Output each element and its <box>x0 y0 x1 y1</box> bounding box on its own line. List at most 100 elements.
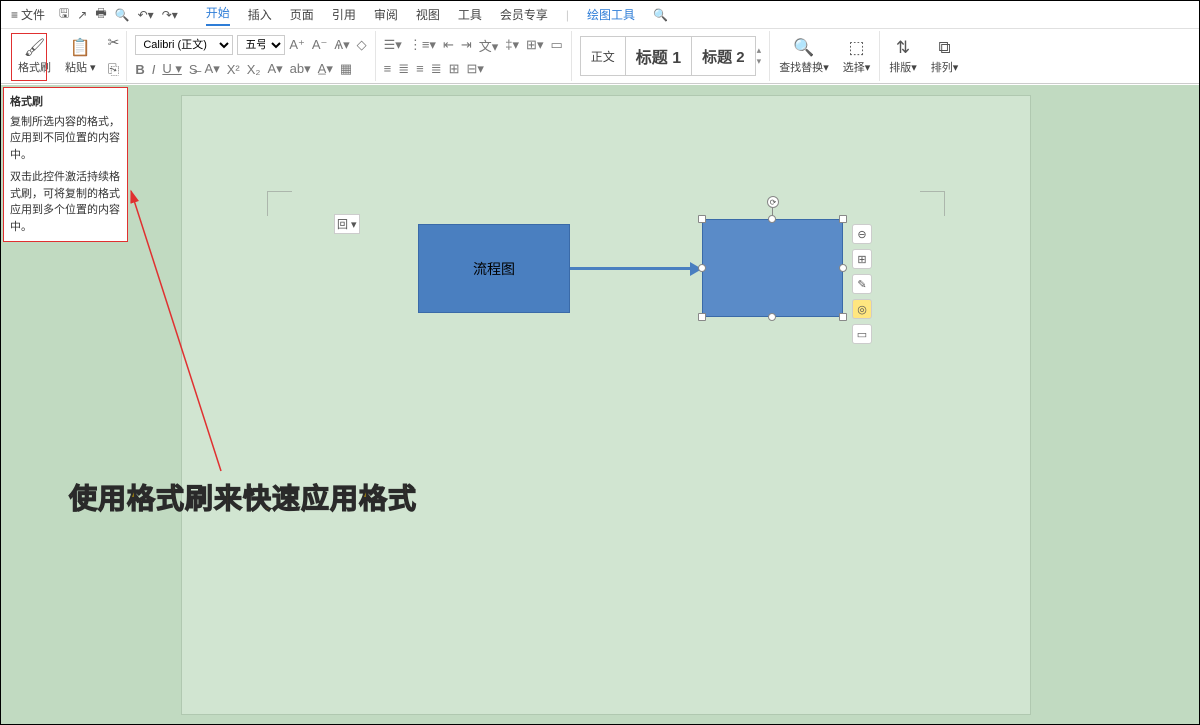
font-color-icon[interactable]: A▾ <box>267 61 282 77</box>
bullets-icon[interactable]: ☰▾ <box>384 37 402 53</box>
paste-icon: 📋 <box>70 38 91 58</box>
flowchart-box-source[interactable]: 流程图 <box>418 224 570 313</box>
numbering-icon[interactable]: ⋮≡▾ <box>409 37 436 53</box>
align-justify-icon[interactable]: ≣ <box>431 61 442 77</box>
shape-options-icon[interactable]: ⊞ <box>852 249 872 269</box>
handle-tl[interactable] <box>698 215 706 223</box>
style-heading2[interactable]: 标题 2 <box>691 36 756 76</box>
bold-icon[interactable]: B <box>135 62 144 77</box>
font-name-select[interactable]: Calibri (正文) <box>135 35 233 55</box>
print-icon[interactable]: 🖶 <box>95 4 106 25</box>
font-row-2: B I U ▾ S̶ A▾ X² X₂ A▾ ab▾ A̲▾ ▦ <box>135 61 352 77</box>
find-group: 🔍 查找替换▾ ⬚ 选择▾ <box>770 31 880 81</box>
flowchart-box-selected[interactable] <box>702 219 843 317</box>
tab-tools[interactable]: 工具 <box>458 6 482 23</box>
char-border-icon[interactable]: A̲▾ <box>318 61 333 77</box>
cut-icon[interactable]: ✂ <box>106 33 122 52</box>
handle-tr[interactable] <box>839 215 847 223</box>
handle-tm[interactable] <box>768 215 776 223</box>
search-icon[interactable]: 🔍 <box>653 8 668 22</box>
align-left-icon[interactable]: ≡ <box>384 61 392 76</box>
underline-icon[interactable]: U ▾ <box>162 61 182 77</box>
distribute-icon[interactable]: ⊞ <box>449 61 460 77</box>
font-group: Calibri (正文) 五号 A⁺ A⁻ Ѧ▾ ◇ B I U ▾ S̶ A▾… <box>127 31 375 81</box>
paragraph-layout-widget[interactable]: 回▾ <box>334 214 360 234</box>
style-normal[interactable]: 正文 <box>580 36 626 76</box>
preview-icon[interactable]: 🔍 <box>115 8 130 22</box>
align-right-icon[interactable]: ≡ <box>416 61 424 76</box>
superscript-icon[interactable]: X² <box>227 62 240 77</box>
style-gallery-more[interactable]: ▴▾ <box>757 45 762 67</box>
tab-separator: | <box>566 8 569 22</box>
char-shading-icon[interactable]: ▦ <box>340 61 352 77</box>
highlight-icon[interactable]: ab▾ <box>290 61 311 77</box>
format-painter-button[interactable]: 🖌 格式刷 <box>14 36 55 77</box>
save-icon[interactable]: 🖫 <box>59 4 69 25</box>
font-type-icon[interactable]: A▾ <box>205 61 220 77</box>
shape-more-icon[interactable]: ▭ <box>852 324 872 344</box>
tab-review[interactable]: 审阅 <box>374 6 398 23</box>
handle-bl[interactable] <box>698 313 706 321</box>
tooltip-title: 格式刷 <box>10 94 121 111</box>
redo-icon[interactable]: ↷▾ <box>162 8 178 22</box>
subscript-icon[interactable]: X₂ <box>247 62 261 77</box>
file-label: 文件 <box>21 6 45 23</box>
handle-bm[interactable] <box>768 313 776 321</box>
chevron-down-icon: ▾ <box>351 218 357 231</box>
style-heading1[interactable]: 标题 1 <box>625 36 692 76</box>
quick-access-toolbar: 🖫 ↗ 🖶 🔍 ↶▾ ↷▾ <box>59 4 178 25</box>
handle-br[interactable] <box>839 313 847 321</box>
shape-outline-icon[interactable]: ◎ <box>852 299 872 319</box>
para-widget-icon: 回 <box>337 216 348 232</box>
strike-icon[interactable]: S̶ <box>189 62 198 77</box>
font-size-tools: A⁺ A⁻ Ѧ▾ ◇ <box>289 37 366 53</box>
tab-page[interactable]: 页面 <box>290 6 314 23</box>
arrange-group: ⇅ 排版▾ ⧉ 排列▾ <box>880 31 967 81</box>
rotation-handle[interactable]: ⟳ <box>767 196 779 208</box>
paste-button[interactable]: 📋 粘贴 ▾ <box>61 36 100 77</box>
text-direction-icon[interactable]: 文▾ <box>479 36 499 55</box>
sort-button[interactable]: ⧉ 排列▾ <box>927 36 963 77</box>
italic-icon[interactable]: I <box>152 62 156 77</box>
arrange-label: 排版▾ <box>889 59 917 75</box>
paragraph-group: ☰▾ ⋮≡▾ ⇤ ⇥ 文▾ ‡▾ ⊞▾ ▭ ≡ ≣ ≡ ≣ ⊞ ⊟▾ <box>376 31 572 81</box>
align-center-icon[interactable]: ≣ <box>398 61 409 77</box>
arrange-button[interactable]: ⇅ 排版▾ <box>885 36 921 77</box>
grow-font-icon[interactable]: A⁺ <box>289 37 305 53</box>
undo-icon[interactable]: ↶▾ <box>138 8 154 22</box>
font-row-1: Calibri (正文) 五号 A⁺ A⁻ Ѧ▾ ◇ <box>135 35 366 55</box>
shape-layout-icon[interactable]: ⊖ <box>852 224 872 244</box>
handle-mr[interactable] <box>839 264 847 272</box>
margin-corner-tr <box>920 191 945 216</box>
sort-label: 排列▾ <box>931 59 959 75</box>
copy-icon[interactable]: ⎘ <box>106 60 121 79</box>
tab-insert[interactable]: 插入 <box>248 6 272 23</box>
connector-arrow-line[interactable] <box>570 267 695 270</box>
clear-format-icon[interactable]: ◇ <box>357 37 367 53</box>
increase-indent-icon[interactable]: ⇥ <box>461 37 472 53</box>
sort-para-icon[interactable]: ⊞▾ <box>526 37 543 53</box>
line-spacing-icon[interactable]: ‡▾ <box>505 37 519 53</box>
file-menu[interactable]: ≡ 文件 <box>7 4 49 25</box>
find-replace-button[interactable]: 🔍 查找替换▾ <box>775 36 833 77</box>
format-painter-label: 格式刷 <box>18 59 51 75</box>
tab-member[interactable]: 会员专享 <box>500 6 548 23</box>
tab-drawing-tools[interactable]: 绘图工具 <box>587 6 635 23</box>
shrink-font-icon[interactable]: A⁻ <box>312 37 328 53</box>
shape1-label: 流程图 <box>473 259 515 279</box>
document-page[interactable]: 回▾ 流程图 ⟳ ⊖ ⊞ ✎ ◎ ▭ <box>181 95 1031 715</box>
select-button[interactable]: ⬚ 选择▾ <box>839 36 875 77</box>
shape-fill-icon[interactable]: ✎ <box>852 274 872 294</box>
tab-view[interactable]: 视图 <box>416 6 440 23</box>
shading-icon[interactable]: ▭ <box>550 37 562 53</box>
handle-ml[interactable] <box>698 264 706 272</box>
font-size-select[interactable]: 五号 <box>237 35 285 55</box>
tooltip-p1: 复制所选内容的格式，应用到不同位置的内容中。 <box>10 114 121 164</box>
tab-references[interactable]: 引用 <box>332 6 356 23</box>
decrease-indent-icon[interactable]: ⇤ <box>443 37 454 53</box>
change-case-icon[interactable]: Ѧ▾ <box>334 37 349 53</box>
tab-home[interactable]: 开始 <box>206 4 230 26</box>
export-icon[interactable]: ↗ <box>77 8 87 22</box>
snap-icon[interactable]: ⊟▾ <box>467 61 484 77</box>
format-painter-tooltip: 格式刷 复制所选内容的格式，应用到不同位置的内容中。 双击此控件激活持续格式刷，… <box>3 87 128 242</box>
